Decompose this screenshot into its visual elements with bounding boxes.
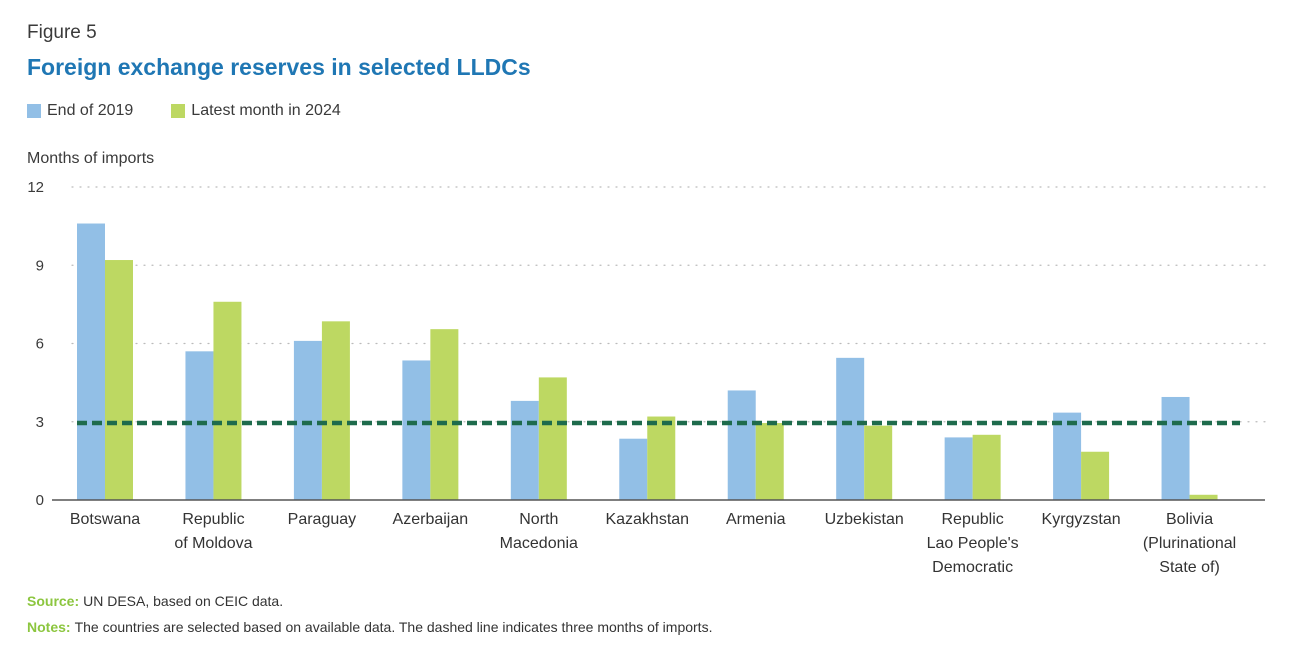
legend-swatch-2024 xyxy=(171,104,186,118)
bar-2024-6 xyxy=(755,423,784,500)
x-tick-label-3-0: Azerbaijan xyxy=(393,511,469,528)
x-tick-label-0-0: Botswana xyxy=(70,511,140,528)
y-tick-label-6: 6 xyxy=(36,336,44,353)
x-tick-label-4-1: Macedonia xyxy=(500,535,578,552)
notes-label: Notes: xyxy=(27,619,71,635)
bar-2019-10 xyxy=(1161,396,1190,500)
bar-2019-3 xyxy=(402,360,431,500)
bar-2024-0 xyxy=(105,260,133,500)
bar-2024-4 xyxy=(538,377,567,500)
bar-2024-1 xyxy=(213,301,242,500)
x-tick-label-10-1: (Plurinational xyxy=(1143,535,1236,552)
legend-swatch-2019 xyxy=(27,104,41,118)
bar-2024-8 xyxy=(972,434,1001,500)
bar-2019-9 xyxy=(1053,412,1082,500)
x-tick-label-10-0: Bolivia xyxy=(1166,511,1213,528)
source-note: Source: UN DESA, based on CEIC data. xyxy=(27,593,283,609)
x-tick-label-8-1: Lao People's xyxy=(927,535,1019,552)
x-tick-label-5-0: Kazakhstan xyxy=(605,511,689,528)
x-tick-label-8-0: Republic xyxy=(942,511,1004,528)
bar-2024-10 xyxy=(1189,494,1218,500)
x-tick-label-8-2: Democratic xyxy=(932,559,1013,576)
x-tick-label-7-0: Uzbekistan xyxy=(825,511,904,528)
bar-2024-5 xyxy=(647,416,676,500)
x-tick-label-4-0: North xyxy=(519,511,558,528)
bar-2019-4 xyxy=(510,400,539,500)
bar-2019-6 xyxy=(727,390,756,500)
source-label: Source: xyxy=(27,593,80,609)
x-tick-label-10-2: State of) xyxy=(1159,559,1219,576)
source-text: UN DESA, based on CEIC data. xyxy=(83,593,284,609)
y-axis-label: Months of imports xyxy=(27,150,155,167)
bar-2024-7 xyxy=(864,425,893,500)
bar-2019-0 xyxy=(77,223,105,500)
y-tick-label-0: 0 xyxy=(36,492,44,509)
bar-2019-2 xyxy=(293,340,322,500)
legend-item-2024: Latest month in 2024 xyxy=(171,102,341,120)
bar-2024-9 xyxy=(1081,451,1110,500)
y-tick-label-3: 3 xyxy=(36,414,44,431)
x-tick-label-1-0: Republic xyxy=(182,511,244,528)
bar-2024-3 xyxy=(430,329,459,500)
bar-2019-5 xyxy=(619,438,648,500)
chart-title: Foreign exchange reserves in selected LL… xyxy=(27,54,531,80)
bar-2019-1 xyxy=(185,351,214,500)
legend-item-2019: End of 2019 xyxy=(27,102,133,120)
x-tick-label-6-0: Armenia xyxy=(726,511,786,528)
y-tick-label-9: 9 xyxy=(36,257,44,274)
legend: End of 2019 Latest month in 2024 xyxy=(27,102,379,120)
legend-label-2024: Latest month in 2024 xyxy=(191,102,341,119)
x-tick-label-2-0: Paraguay xyxy=(288,511,357,528)
notes-note: Notes: The countries are selected based o… xyxy=(27,619,712,635)
y-tick-label-12: 12 xyxy=(27,179,44,196)
bar-2019-8 xyxy=(944,437,973,500)
legend-label-2019: End of 2019 xyxy=(47,102,134,119)
bar-2019-7 xyxy=(836,357,865,500)
bar-2024-2 xyxy=(321,321,350,500)
figure-label: Figure 5 xyxy=(27,22,97,43)
x-tick-label-1-1: of Moldova xyxy=(174,535,252,552)
notes-text: The countries are selected based on avai… xyxy=(74,619,713,635)
x-tick-label-9-0: Kyrgyzstan xyxy=(1042,511,1121,528)
